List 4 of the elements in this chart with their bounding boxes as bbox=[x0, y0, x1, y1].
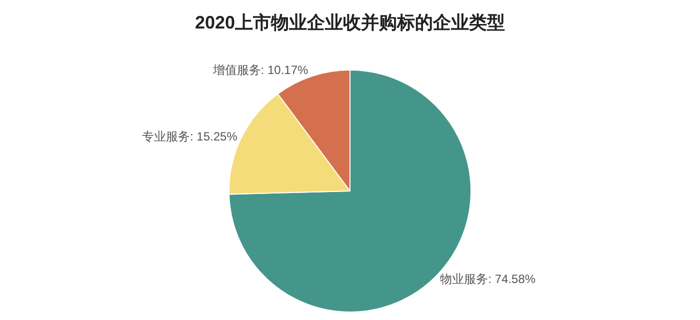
slice-label: 物业服务: 74.58% bbox=[440, 272, 536, 286]
slice-label: 专业服务: 15.25% bbox=[142, 130, 238, 144]
slice-label: 增值服务: 10.17% bbox=[212, 62, 308, 77]
chart-title: 2020上市物业企业收并购标的企业类型 bbox=[194, 12, 506, 33]
